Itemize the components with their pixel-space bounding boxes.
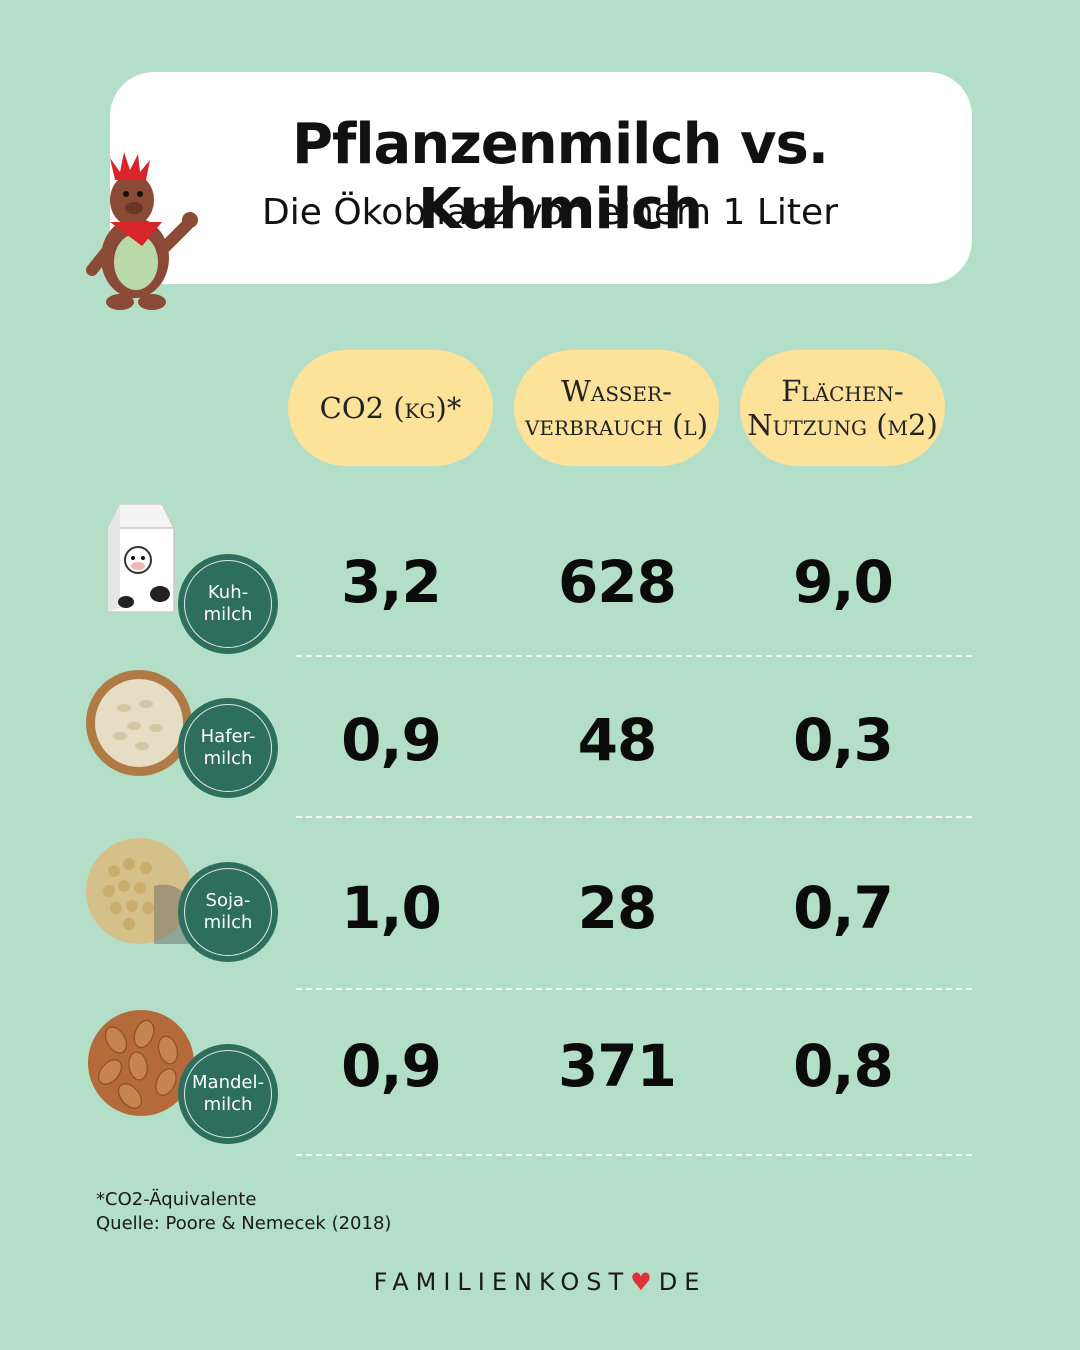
mascot-icon — [86, 152, 198, 310]
row-divider — [296, 816, 972, 818]
cell-kuhmilch-flaechen: 9,0 — [793, 548, 894, 616]
cell-hafermilch-wasser: 48 — [577, 706, 658, 774]
row-label-kuhmilch: Kuh- milch — [178, 554, 278, 654]
cell-kuhmilch-co2: 3,2 — [341, 548, 442, 616]
column-header-flaechen: Flächen- Nutzung (m2) — [740, 350, 945, 466]
cell-sojamilch-co2: 1,0 — [341, 874, 442, 942]
row-label-sojamilch: Soja- milch — [178, 862, 278, 962]
row-divider — [296, 1154, 972, 1156]
brand-left: FAMILIENKOST — [373, 1268, 631, 1296]
row-label-hafermilch: Hafer- milch — [178, 698, 278, 798]
almonds-icon — [88, 1010, 194, 1116]
cell-hafermilch-flaechen: 0,3 — [793, 706, 894, 774]
cell-mandelmilch-flaechen: 0,8 — [793, 1032, 894, 1100]
footnote-source: Quelle: Poore & Nemecek (2018) — [96, 1213, 392, 1235]
footnote: *CO2-Äquivalente Quelle: Poore & Nemecek… — [96, 1188, 391, 1237]
heart-icon: ♥ — [630, 1268, 659, 1296]
brand-right: DE — [658, 1268, 707, 1296]
page-title: Pflanzenmilch vs. Kuhmilch — [291, 112, 829, 242]
brand-logo: FAMILIENKOST♥DE — [0, 1268, 1080, 1296]
cell-sojamilch-wasser: 28 — [577, 874, 658, 942]
cell-hafermilch-co2: 0,9 — [341, 706, 442, 774]
row-divider — [296, 988, 972, 990]
milk-carton-icon — [106, 503, 176, 613]
soybeans-icon — [86, 838, 192, 944]
cell-mandelmilch-co2: 0,9 — [341, 1032, 442, 1100]
cell-kuhmilch-wasser: 628 — [557, 548, 677, 616]
page-subtitle: Die Ökobilanz von einem 1 Liter — [262, 192, 838, 233]
column-header-co2: CO2 (kg)* — [288, 350, 493, 466]
column-header-wasser: Wasser- verbrauch (l) — [514, 350, 719, 466]
row-divider — [296, 655, 972, 657]
cell-mandelmilch-wasser: 371 — [557, 1032, 677, 1100]
oats-bowl-icon — [86, 670, 192, 776]
cell-sojamilch-flaechen: 0,7 — [793, 874, 894, 942]
footnote-co2: *CO2-Äquivalente — [96, 1189, 257, 1210]
row-label-mandelmilch: Mandel- milch — [178, 1044, 278, 1144]
title-card — [110, 72, 972, 284]
